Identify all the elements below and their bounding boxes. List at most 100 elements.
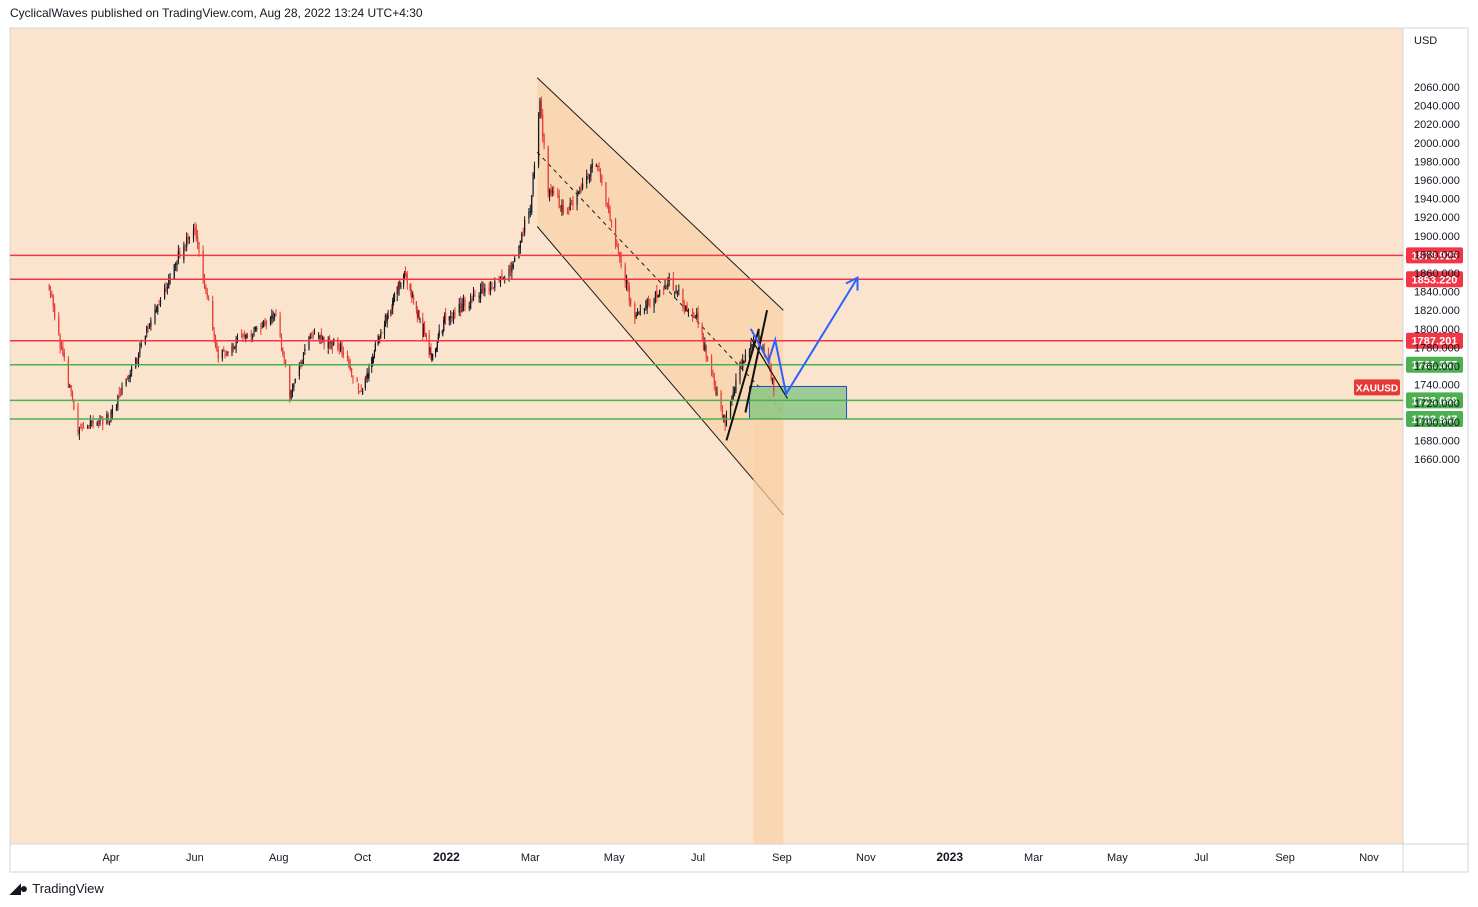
candle-body xyxy=(587,174,589,180)
candle-body xyxy=(635,315,637,317)
candle-body xyxy=(320,332,322,340)
candle-body xyxy=(750,344,752,351)
candle-body xyxy=(508,269,510,277)
candle-body xyxy=(252,335,254,337)
candle-body xyxy=(739,361,741,381)
candle-body xyxy=(293,383,295,389)
level-price-label: 1787.201 xyxy=(1412,336,1458,348)
candle-body xyxy=(399,284,401,286)
candle-body xyxy=(368,368,370,377)
candle-body xyxy=(748,351,751,358)
candle-body xyxy=(566,212,569,214)
candle-body xyxy=(712,376,714,377)
y-tick-label: 1820.000 xyxy=(1414,305,1460,317)
candle-body xyxy=(553,191,555,194)
candle-body xyxy=(243,334,245,337)
candle-body xyxy=(683,304,685,309)
candle-body xyxy=(595,165,597,167)
candle-body xyxy=(452,312,455,320)
candle-body xyxy=(647,299,650,304)
candle-body xyxy=(504,277,506,279)
candle-body xyxy=(579,191,581,193)
candle-body xyxy=(404,272,407,274)
level-price-label: 1878.925 xyxy=(1412,250,1458,262)
candle-body xyxy=(599,169,602,178)
candle-body xyxy=(89,420,91,427)
price-scale-background[interactable] xyxy=(1403,28,1468,872)
candle-body xyxy=(478,295,480,298)
candle-body xyxy=(460,302,462,313)
x-tick-label: Aug xyxy=(269,852,289,864)
y-tick-label: 2020.000 xyxy=(1414,119,1460,131)
candle-body xyxy=(98,420,100,425)
candle-body xyxy=(346,356,349,359)
level-price-badge xyxy=(1406,411,1463,428)
candle-body xyxy=(73,399,75,410)
candle-body xyxy=(417,312,419,318)
candle-body xyxy=(548,189,551,196)
candle-body xyxy=(551,190,553,193)
footer-brand-text: TradingView xyxy=(32,881,104,896)
candle-body xyxy=(265,321,267,325)
candle-body xyxy=(195,227,197,239)
candle-body xyxy=(186,237,188,248)
candle-body xyxy=(586,175,588,184)
y-tick-label: 1700.000 xyxy=(1414,417,1460,429)
candle-body xyxy=(294,378,296,383)
candle-body xyxy=(518,245,520,258)
candle-body xyxy=(372,356,374,362)
y-tick-label: 2040.000 xyxy=(1414,101,1460,113)
candle-body xyxy=(129,373,131,378)
candle-body xyxy=(418,310,420,320)
candle-body xyxy=(451,316,453,319)
candle-body xyxy=(359,390,361,392)
wedge-right-line xyxy=(744,309,769,413)
candles xyxy=(48,96,775,440)
candle-body xyxy=(364,378,366,388)
candle-body xyxy=(543,134,545,145)
candle-body xyxy=(246,335,248,338)
candle-body xyxy=(49,291,52,296)
candle-body xyxy=(366,372,368,378)
candle-body xyxy=(672,277,674,291)
axes: 1660.000 1680.000 1700.000 1720.000 1740.000… xyxy=(102,35,1459,864)
candle-body xyxy=(608,203,610,213)
candle-body xyxy=(235,341,237,347)
candle-body xyxy=(537,118,540,166)
candle-body xyxy=(550,188,552,194)
candle-body xyxy=(192,229,195,240)
candle-body xyxy=(472,293,475,301)
candle-body xyxy=(340,344,342,351)
level-price-badge xyxy=(1406,332,1463,349)
candle-body xyxy=(384,315,386,327)
candle-body xyxy=(323,337,325,346)
level-price-badge xyxy=(1406,356,1463,373)
candle-body xyxy=(654,292,657,298)
y-tick-label: 2060.000 xyxy=(1414,82,1460,94)
candle-body xyxy=(533,165,536,177)
candle-body xyxy=(415,301,417,310)
candle-body xyxy=(146,326,148,333)
candle-body xyxy=(744,354,747,360)
candle-body xyxy=(732,392,734,399)
candle-body xyxy=(649,303,651,305)
candle-body xyxy=(638,312,640,313)
candle-body xyxy=(723,415,725,418)
x-tick-label: Nov xyxy=(1359,852,1379,864)
time-scale-background[interactable] xyxy=(10,844,1403,872)
candle-body xyxy=(675,290,677,291)
candle-body xyxy=(591,163,593,168)
candle-body xyxy=(319,334,321,339)
candle-body xyxy=(751,344,753,346)
candle-body xyxy=(428,334,430,355)
candle-body xyxy=(488,287,490,292)
candle-body xyxy=(470,299,472,309)
candle-body xyxy=(88,425,90,429)
x-tick-label: 2023 xyxy=(936,850,963,864)
candle-body xyxy=(396,286,398,295)
candle-body xyxy=(147,327,149,329)
x-tick-label: 2022 xyxy=(433,850,460,864)
candle-body xyxy=(318,335,320,337)
candle-body xyxy=(126,377,129,380)
